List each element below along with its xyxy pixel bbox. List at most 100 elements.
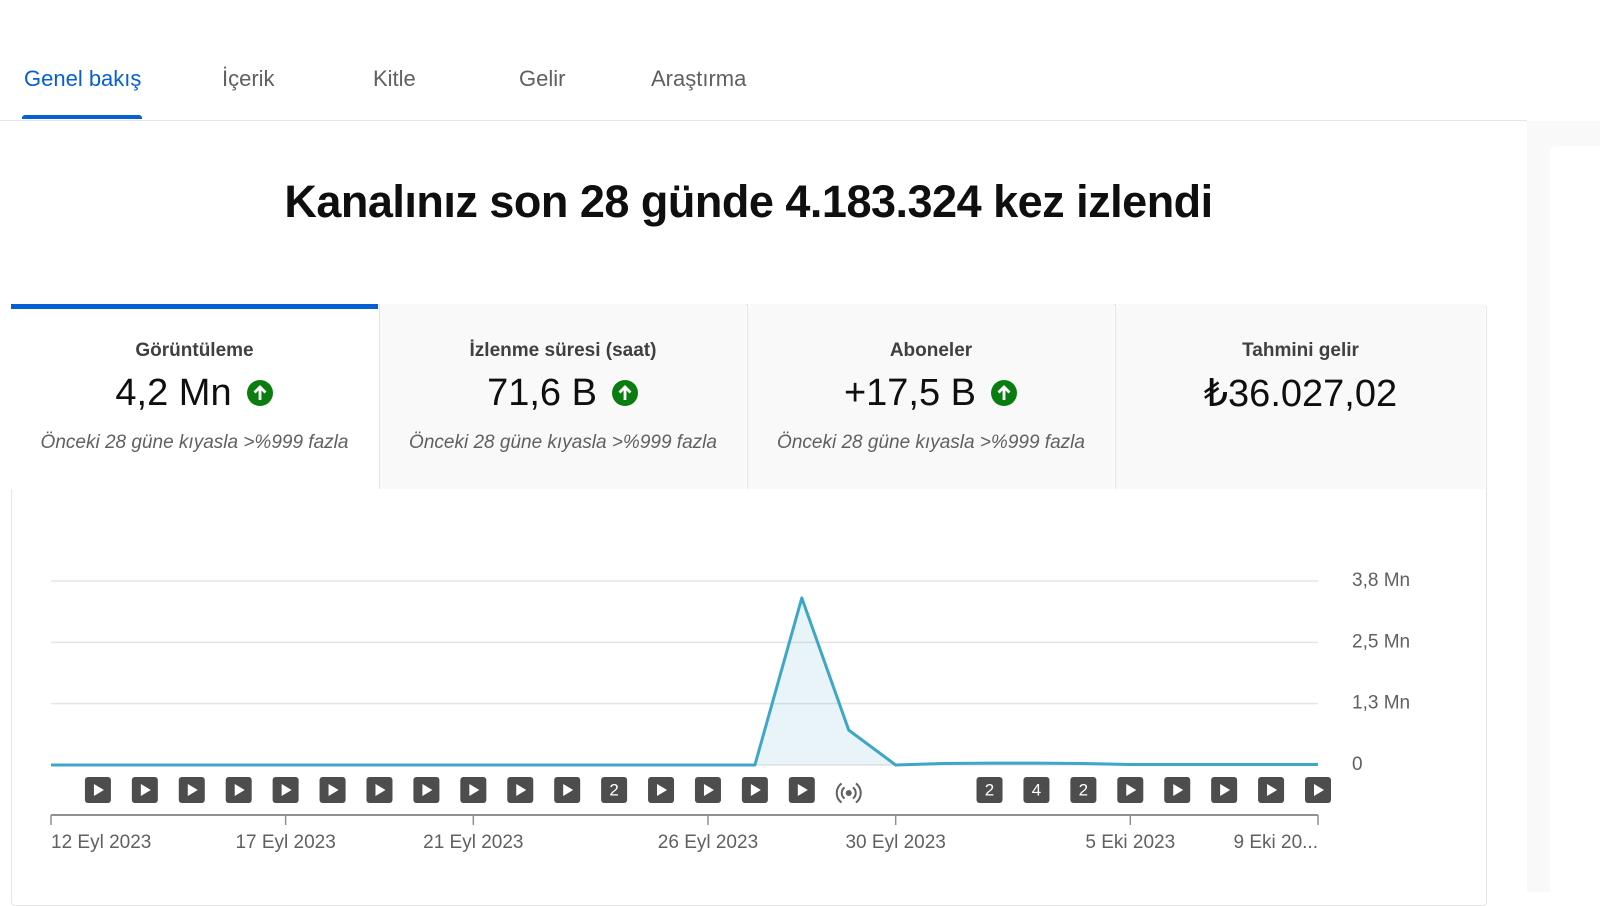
y-tick-label: 0 — [1352, 754, 1363, 775]
metric-row: +17,5 B — [748, 370, 1114, 416]
headline: Kanalınız son 28 günde 4.183.324 kez izl… — [284, 176, 1213, 227]
metric-value: ₺36.027,02 — [1203, 372, 1398, 415]
tab[interactable]: Araştırma — [651, 66, 747, 91]
metric-card[interactable]: Aboneler +17,5 B Önceki 28 güne kıyasla … — [747, 304, 1114, 489]
x-tick-label: 12 Eyl 2023 — [51, 832, 151, 853]
metric-value: +17,5 B — [843, 371, 977, 414]
y-tick-label: 2,5 Mn — [1352, 631, 1410, 652]
play-icon — [516, 784, 527, 796]
play-icon — [1314, 784, 1324, 796]
play-icon — [1267, 784, 1278, 796]
video-marker[interactable]: 2 — [601, 777, 628, 803]
x-tick-label: 9 Eki 20... — [1234, 832, 1319, 853]
video-marker[interactable] — [460, 777, 487, 803]
video-marker[interactable] — [178, 777, 205, 803]
metric-value: 71,6 B — [487, 371, 597, 414]
video-marker[interactable] — [1164, 777, 1191, 803]
video-marker[interactable]: 2 — [1070, 777, 1097, 803]
tab[interactable]: Kitle — [373, 66, 416, 91]
tab[interactable]: Gelir — [519, 66, 566, 91]
x-tick-label: 21 Eyl 2023 — [423, 832, 523, 853]
metric-card[interactable]: İzlenme süresi (saat) 71,6 B Önceki 28 g… — [379, 304, 746, 489]
play-icon — [1126, 784, 1137, 796]
video-marker[interactable]: 4 — [1023, 777, 1050, 803]
play-icon — [140, 784, 151, 796]
video-marker[interactable] — [272, 777, 299, 803]
video-marker[interactable] — [788, 777, 815, 803]
video-marker[interactable] — [319, 777, 346, 803]
play-icon — [657, 784, 668, 796]
trend-up-icon — [246, 380, 273, 406]
y-tick-label: 1,3 Mn — [1352, 693, 1410, 714]
live-wave — [855, 782, 862, 804]
live-marker — [835, 782, 862, 804]
metric-row: 71,6 B — [380, 370, 746, 416]
video-marker[interactable] — [648, 777, 675, 803]
live-wave — [852, 786, 857, 800]
video-marker[interactable] — [1305, 777, 1331, 803]
live-wave — [835, 782, 843, 804]
side-card — [1550, 146, 1600, 892]
divider — [0, 120, 1527, 121]
video-marker[interactable] — [1117, 777, 1144, 803]
tab[interactable]: İçerik — [222, 66, 275, 91]
play-icon — [328, 784, 339, 796]
x-tick-label: 30 Eyl 2023 — [845, 832, 945, 853]
marker-box — [1023, 777, 1050, 803]
video-marker[interactable] — [84, 777, 111, 803]
metric-card[interactable]: Tahmini gelir ₺36.027,02 — [1115, 304, 1485, 489]
play-icon — [469, 784, 480, 796]
marker-count: 4 — [1032, 780, 1041, 799]
x-tick-label: 26 Eyl 2023 — [658, 832, 758, 853]
play-icon — [797, 784, 808, 796]
video-marker[interactable] — [741, 777, 768, 803]
play-icon — [281, 784, 292, 796]
play-icon — [703, 784, 714, 796]
tab[interactable]: Genel bakış — [24, 66, 142, 91]
play-icon — [93, 784, 104, 796]
live-wave — [840, 786, 846, 800]
trend-up-icon — [991, 380, 1018, 406]
play-icon — [375, 784, 386, 796]
metric-row: ₺36.027,02 — [1116, 370, 1485, 416]
marker-box — [1070, 777, 1097, 803]
marker-count: 2 — [609, 780, 618, 799]
metric-compare: Önceki 28 güne kıyasla >%999 fazla — [409, 432, 717, 453]
metric-row: 4,2 Mn — [11, 370, 378, 416]
live-dot — [845, 790, 852, 796]
x-tick-label: 17 Eyl 2023 — [235, 832, 335, 853]
video-marker[interactable] — [507, 777, 534, 803]
play-icon — [187, 784, 198, 796]
video-marker[interactable] — [554, 777, 581, 803]
play-icon — [422, 784, 433, 796]
play-icon — [1220, 784, 1231, 796]
metric-title: Görüntüleme — [135, 340, 254, 361]
area-fill — [51, 597, 1318, 765]
series-line — [51, 596, 1318, 767]
y-tick-label: 3,8 Mn — [1352, 570, 1410, 591]
video-marker[interactable] — [1258, 777, 1285, 803]
metric-value: 4,2 Mn — [115, 371, 232, 414]
trend-up-icon — [611, 380, 638, 406]
play-icon — [1173, 784, 1184, 796]
metric-compare: Önceki 28 güne kıyasla >%999 fazla — [777, 432, 1085, 453]
video-marker[interactable] — [694, 777, 721, 803]
marker-count: 2 — [985, 780, 994, 799]
play-icon — [750, 784, 761, 796]
play-icon — [563, 784, 574, 796]
x-tick-label: 5 Eki 2023 — [1085, 832, 1175, 853]
video-marker[interactable] — [1211, 777, 1238, 803]
video-marker[interactable] — [131, 777, 158, 803]
marker-box — [601, 777, 628, 803]
video-marker[interactable] — [225, 777, 252, 803]
chart: 0 1,3 Mn 2,5 Mn 3,8 Mn 12 Eyl 2023 17 Eyl 202… — [50, 570, 1410, 853]
marker-box — [976, 777, 1003, 803]
video-marker[interactable]: 2 — [976, 777, 1003, 803]
metric-title: Tahmini gelir — [1242, 340, 1359, 361]
video-marker[interactable] — [366, 777, 393, 803]
metric-title: İzlenme süresi (saat) — [469, 340, 657, 361]
video-marker[interactable] — [413, 777, 440, 803]
metric-card[interactable]: Görüntüleme 4,2 Mn Önceki 28 güne kıyasl… — [11, 304, 378, 489]
metric-compare: Önceki 28 güne kıyasla >%999 fazla — [40, 432, 349, 453]
